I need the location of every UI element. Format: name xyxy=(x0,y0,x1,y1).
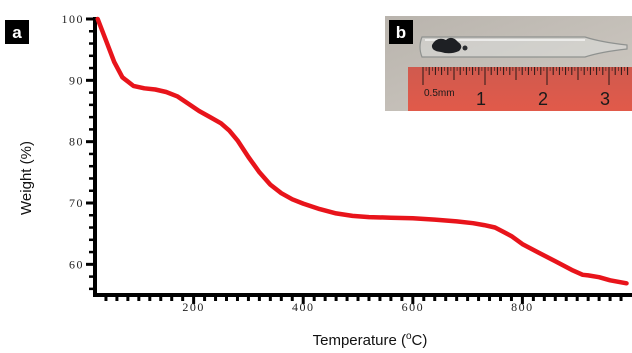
x-minor-ticks xyxy=(104,295,623,301)
plot-area: 200 400 600 800 60 70 80 90 100 xyxy=(62,12,632,314)
panel-letter-b: b xyxy=(396,23,406,42)
panel-letter-a: a xyxy=(12,23,22,42)
y-axis-title: Weight (%) xyxy=(18,141,35,215)
x-tick-label: 400 xyxy=(292,300,315,314)
ruler-number: 3 xyxy=(600,89,610,109)
ruler-number: 1 xyxy=(476,89,486,109)
ruler-unit-label: 0.5mm xyxy=(424,88,455,99)
y-tick-label: 80 xyxy=(69,135,84,149)
sample-crystals xyxy=(431,37,462,54)
series-line xyxy=(95,16,629,286)
y-minor-ticks xyxy=(89,30,95,291)
panel-label-b xyxy=(389,20,413,44)
y-tick-label: 70 xyxy=(69,196,84,210)
ruler-half-mm-ticks xyxy=(422,67,628,71)
x-tick-label: 800 xyxy=(511,300,534,314)
y-tick-label: 90 xyxy=(69,73,84,87)
y-tick-label: 60 xyxy=(69,257,84,271)
ruler xyxy=(408,67,632,111)
panel-label-a: a xyxy=(5,20,29,44)
inset-photo: 0.5mm 1 2 3 b xyxy=(385,16,632,111)
ruler-number: 2 xyxy=(538,89,548,109)
sample-fragment xyxy=(462,45,468,51)
y-tick-label: 100 xyxy=(62,12,85,26)
x-tick-label: 600 xyxy=(402,300,425,314)
x-tick-label: 200 xyxy=(182,300,205,314)
glass-tube xyxy=(419,36,628,58)
x-axis-title: Temperature (oC) xyxy=(313,331,428,349)
